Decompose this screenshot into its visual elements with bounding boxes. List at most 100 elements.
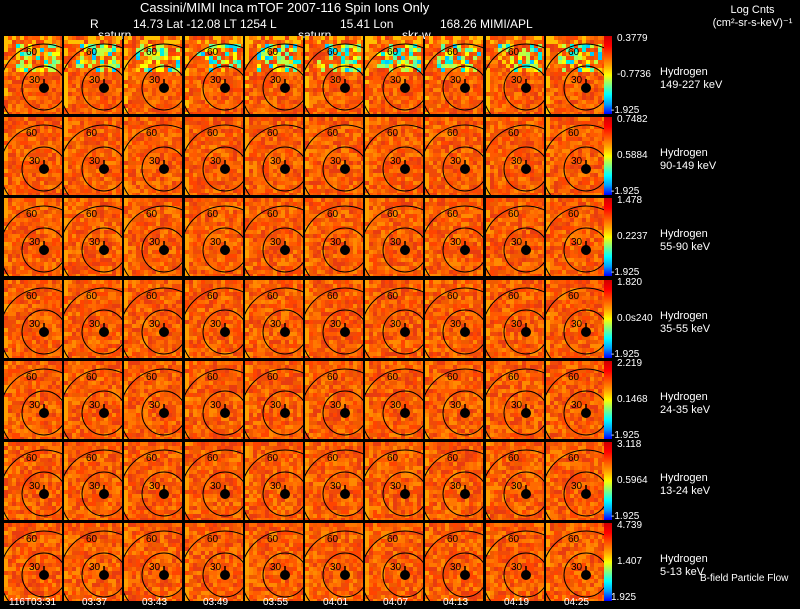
saturn-marker	[280, 408, 290, 418]
contour-label-60: 60	[508, 209, 520, 220]
sky-panel-image: 60 30	[245, 442, 303, 520]
saturn-marker	[220, 245, 230, 255]
contour-label-30: 30	[390, 562, 402, 573]
sky-panel-image: 60 30	[245, 280, 303, 358]
sky-panel-image: 60 30	[486, 198, 544, 276]
colorbar-max-label: 0.3779	[617, 34, 648, 44]
contour-30	[202, 390, 243, 436]
saturn-marker	[99, 570, 109, 580]
saturn-marker	[400, 489, 410, 499]
contour-60	[4, 124, 62, 195]
saturn-marker	[581, 489, 591, 499]
time-tick-label: 04:07	[383, 598, 408, 608]
contour-label-60: 60	[327, 291, 339, 302]
sky-panel: 60 30	[64, 117, 122, 195]
colorbar	[604, 280, 612, 358]
saturn-marker	[340, 83, 350, 93]
contour-label-60: 60	[327, 372, 339, 383]
contour-label-30: 30	[210, 319, 222, 330]
sky-panel-image: 60 30	[124, 117, 182, 195]
contour-label-30: 30	[511, 75, 523, 86]
contour-60	[124, 205, 182, 276]
colorbar-min-label: -1.925	[611, 187, 639, 197]
sky-panel: 60 30	[486, 442, 544, 520]
contour-60	[64, 124, 122, 195]
sky-panel: 60 30	[546, 280, 604, 358]
contour-60	[486, 449, 544, 520]
contour-label-30: 30	[511, 156, 523, 167]
contour-60	[425, 205, 483, 276]
contour-60	[245, 205, 303, 276]
sky-panel: 60 30	[124, 117, 182, 195]
sky-panel-image: 60 30	[546, 280, 604, 358]
contour-60	[305, 449, 363, 520]
sky-panel-image: 60 30	[305, 523, 363, 601]
saturn-marker	[39, 570, 49, 580]
contour-30	[563, 146, 604, 192]
sky-panel-image: 60 30	[486, 523, 544, 601]
sky-panel-image: 60 30	[124, 198, 182, 276]
sky-panel: 60 30	[185, 36, 243, 114]
sky-panel: 60 30	[486, 280, 544, 358]
sky-panel-image: 60 30	[365, 117, 423, 195]
sky-panel: 60 30	[546, 442, 604, 520]
sky-panel-image: 60 30	[305, 36, 363, 114]
sky-panel: 60 30	[64, 442, 122, 520]
time-tick-label: 04:01	[323, 598, 348, 608]
sky-panel-image: 60 30	[365, 36, 423, 114]
contour-label-60: 60	[508, 372, 520, 383]
contour-30	[202, 227, 243, 273]
sky-panel-image: 60 30	[245, 523, 303, 601]
saturn-marker	[581, 83, 591, 93]
contour-60	[486, 368, 544, 439]
contour-label-60: 60	[387, 291, 399, 302]
contour-60	[365, 287, 423, 358]
contour-label-60: 60	[447, 291, 459, 302]
species-label: Hydrogen	[660, 553, 708, 566]
energy-range-label: 55-90 keV	[660, 241, 710, 254]
contour-30	[503, 552, 544, 598]
contour-label-30: 30	[270, 319, 282, 330]
energy-row-label: Hydrogen 13-24 keV	[660, 472, 710, 498]
colorbar-max-label: 2.219	[617, 359, 642, 369]
saturn-marker	[521, 570, 531, 580]
energy-range-label: 5-13 keV	[660, 566, 708, 579]
contour-60	[4, 368, 62, 439]
contour-30	[21, 309, 62, 355]
sky-panel: 60 30	[486, 198, 544, 276]
colorbar-mid-label: 0.5884	[617, 151, 648, 161]
contour-30	[442, 227, 483, 273]
mimi-readout: 168.26 MIMI/APL	[440, 18, 533, 30]
contour-60	[305, 368, 363, 439]
sky-panel: 60 30	[185, 523, 243, 601]
contour-label-30: 30	[270, 562, 282, 573]
contour-label-60: 60	[327, 453, 339, 464]
contour-60	[425, 43, 483, 114]
sky-panel: 60 30	[365, 442, 423, 520]
contour-30	[141, 146, 182, 192]
sky-panel-image: 60 30	[124, 523, 182, 601]
saturn-marker	[340, 570, 350, 580]
contour-label-60: 60	[387, 47, 399, 58]
contour-30	[21, 146, 62, 192]
contour-60	[4, 43, 62, 114]
sky-panel: 60 30	[185, 442, 243, 520]
sky-panel-image: 60 30	[305, 198, 363, 276]
contour-60	[486, 287, 544, 358]
sky-panel: 60 30	[185, 117, 243, 195]
contour-label-30: 30	[270, 481, 282, 492]
sky-panel-image: 60 30	[305, 280, 363, 358]
sky-panel: 60 30	[425, 36, 483, 114]
sky-panel-image: 60 30	[245, 198, 303, 276]
sky-panel: 60 30	[245, 523, 303, 601]
contour-60	[185, 287, 243, 358]
contour-label-30: 30	[571, 400, 583, 411]
species-label: Hydrogen	[660, 391, 710, 404]
saturn-marker	[39, 83, 49, 93]
contour-label-30: 30	[149, 237, 161, 248]
contour-label-30: 30	[571, 481, 583, 492]
sky-panel: 60 30	[365, 523, 423, 601]
contour-30	[563, 390, 604, 436]
contour-60	[486, 205, 544, 276]
sky-panel-image: 60 30	[4, 36, 62, 114]
